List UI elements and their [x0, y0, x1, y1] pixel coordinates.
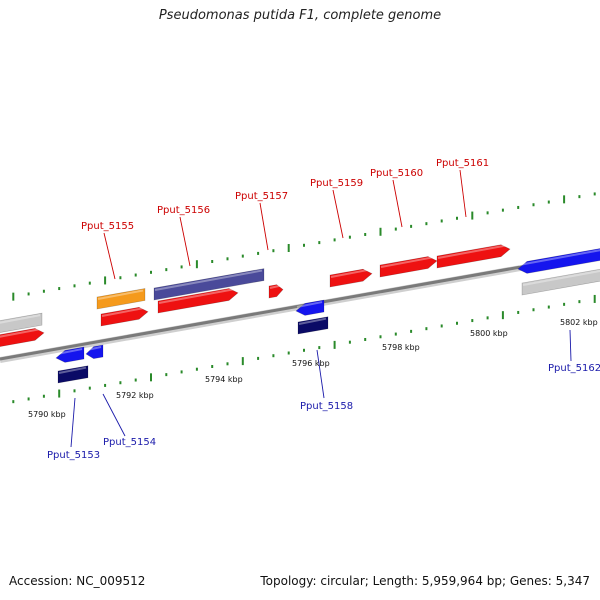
- gene-label-pput-5157[interactable]: Pput_5157: [235, 191, 288, 202]
- scale-label: 5802 kbp: [560, 318, 598, 327]
- label-leader-lines: [70, 169, 572, 448]
- gene-arrow-pput-5160[interactable]: [379, 256, 438, 278]
- gene-box-orange[interactable]: [96, 288, 146, 310]
- leader-line-pput-5161: [459, 169, 467, 218]
- gene-box-slate[interactable]: [153, 268, 265, 301]
- gene-arrow-pput-5154-highlight: [86, 346, 102, 351]
- gene-arrow-pput-5159-highlight: [330, 268, 371, 278]
- gene-arrow-pput-5157[interactable]: [268, 284, 284, 299]
- gene-arrow-pput-5162[interactable]: [517, 247, 600, 274]
- gene-arrow-pput-5158-upper[interactable]: [295, 299, 325, 316]
- gene-arrow-pput-5156[interactable]: [157, 288, 239, 314]
- gene-box-pput-5153-highlight: [58, 366, 87, 374]
- scale-label: 5800 kbp: [470, 329, 508, 338]
- gene-label-pput-5160[interactable]: Pput_5160: [370, 168, 423, 179]
- gene-box-pput-5153[interactable]: [57, 365, 89, 384]
- gene-arrow-pput-5153-upper-highlight: [56, 348, 83, 355]
- accession-text: Accession: NC_009512: [9, 574, 146, 588]
- gene-features: [0, 244, 600, 384]
- genome-backbone: [0, 251, 600, 363]
- leader-line-pput-5153: [70, 397, 76, 448]
- gene-arrow-pput-5157-highlight: [269, 284, 282, 289]
- map-title: Pseudomonas putida F1, complete genome: [158, 8, 442, 23]
- gene-arrow-pput-5161-highlight: [437, 244, 509, 259]
- scale-label: 5798 kbp: [382, 343, 420, 352]
- gene-arrow-pput-5160-highlight: [380, 255, 436, 268]
- bottom-tick-track: [12, 294, 596, 404]
- leader-line-pput-5162: [569, 329, 572, 362]
- gene-label-pput-5159[interactable]: Pput_5159: [310, 178, 363, 189]
- leader-line-pput-5154: [102, 393, 126, 437]
- scale-label: 5792 kbp: [116, 391, 154, 400]
- gene-label-pput-5162[interactable]: Pput_5162: [548, 363, 600, 374]
- gene-label-pput-5154[interactable]: Pput_5154: [103, 437, 156, 448]
- gene-arrow-pput-5159[interactable]: [329, 268, 373, 288]
- gene-box-gray-left-highlight: [0, 314, 41, 324]
- gene-arrow-pput-5155-highlight: [101, 306, 147, 317]
- gene-labels: Pput_5155 Pput_5156 Pput_5157 Pput_5159 Pput…: [47, 158, 600, 461]
- leader-line-pput-5160: [392, 179, 403, 228]
- gene-box-gray-left[interactable]: [0, 312, 43, 334]
- gene-box-pput-5158[interactable]: [297, 316, 329, 335]
- gene-arrow-pput-5155[interactable]: [100, 306, 149, 327]
- topology-text: Topology: circular; Length: 5,959,964 bp…: [260, 574, 590, 588]
- gene-arrow-pput-5161[interactable]: [436, 244, 511, 269]
- scale-label: 5794 kbp: [205, 375, 243, 384]
- gene-box-pput-5158-highlight: [298, 317, 327, 325]
- gene-label-pput-5158[interactable]: Pput_5158: [300, 401, 353, 412]
- gene-arrow-left-edge[interactable]: [0, 328, 45, 348]
- scale-label: 5790 kbp: [28, 410, 66, 419]
- gene-arrow-left-edge-highlight: [0, 327, 43, 338]
- gene-arrow-pput-5162-highlight: [518, 249, 600, 266]
- leader-line-pput-5158: [316, 349, 325, 399]
- gene-box-slate-highlight: [154, 269, 263, 291]
- leader-line-pput-5155: [103, 232, 116, 280]
- gene-box-orange-highlight: [97, 289, 144, 300]
- leader-line-pput-5157: [259, 202, 269, 251]
- gene-arrow-pput-5153-upper[interactable]: [55, 346, 85, 363]
- gene-label-pput-5156[interactable]: Pput_5156: [157, 205, 210, 216]
- gene-arrow-pput-5156-highlight: [158, 287, 237, 304]
- scale-labels: 5790 kbp 5792 kbp 5794 kbp 5796 kbp 5798 kbp…: [28, 318, 598, 419]
- gene-box-gray-right[interactable]: [521, 267, 600, 296]
- gene-label-pput-5155[interactable]: Pput_5155: [81, 221, 134, 232]
- gene-label-pput-5153[interactable]: Pput_5153: [47, 450, 100, 461]
- gene-arrow-pput-5158-upper-highlight: [296, 301, 323, 308]
- leader-line-pput-5159: [332, 189, 344, 239]
- scale-label: 5796 kbp: [292, 359, 330, 368]
- gene-label-pput-5161[interactable]: Pput_5161: [436, 158, 489, 169]
- gene-arrow-pput-5154[interactable]: [85, 344, 104, 359]
- top-tick-track: [12, 192, 596, 301]
- gene-box-gray-right-highlight: [522, 269, 600, 286]
- leader-line-pput-5156: [179, 216, 191, 267]
